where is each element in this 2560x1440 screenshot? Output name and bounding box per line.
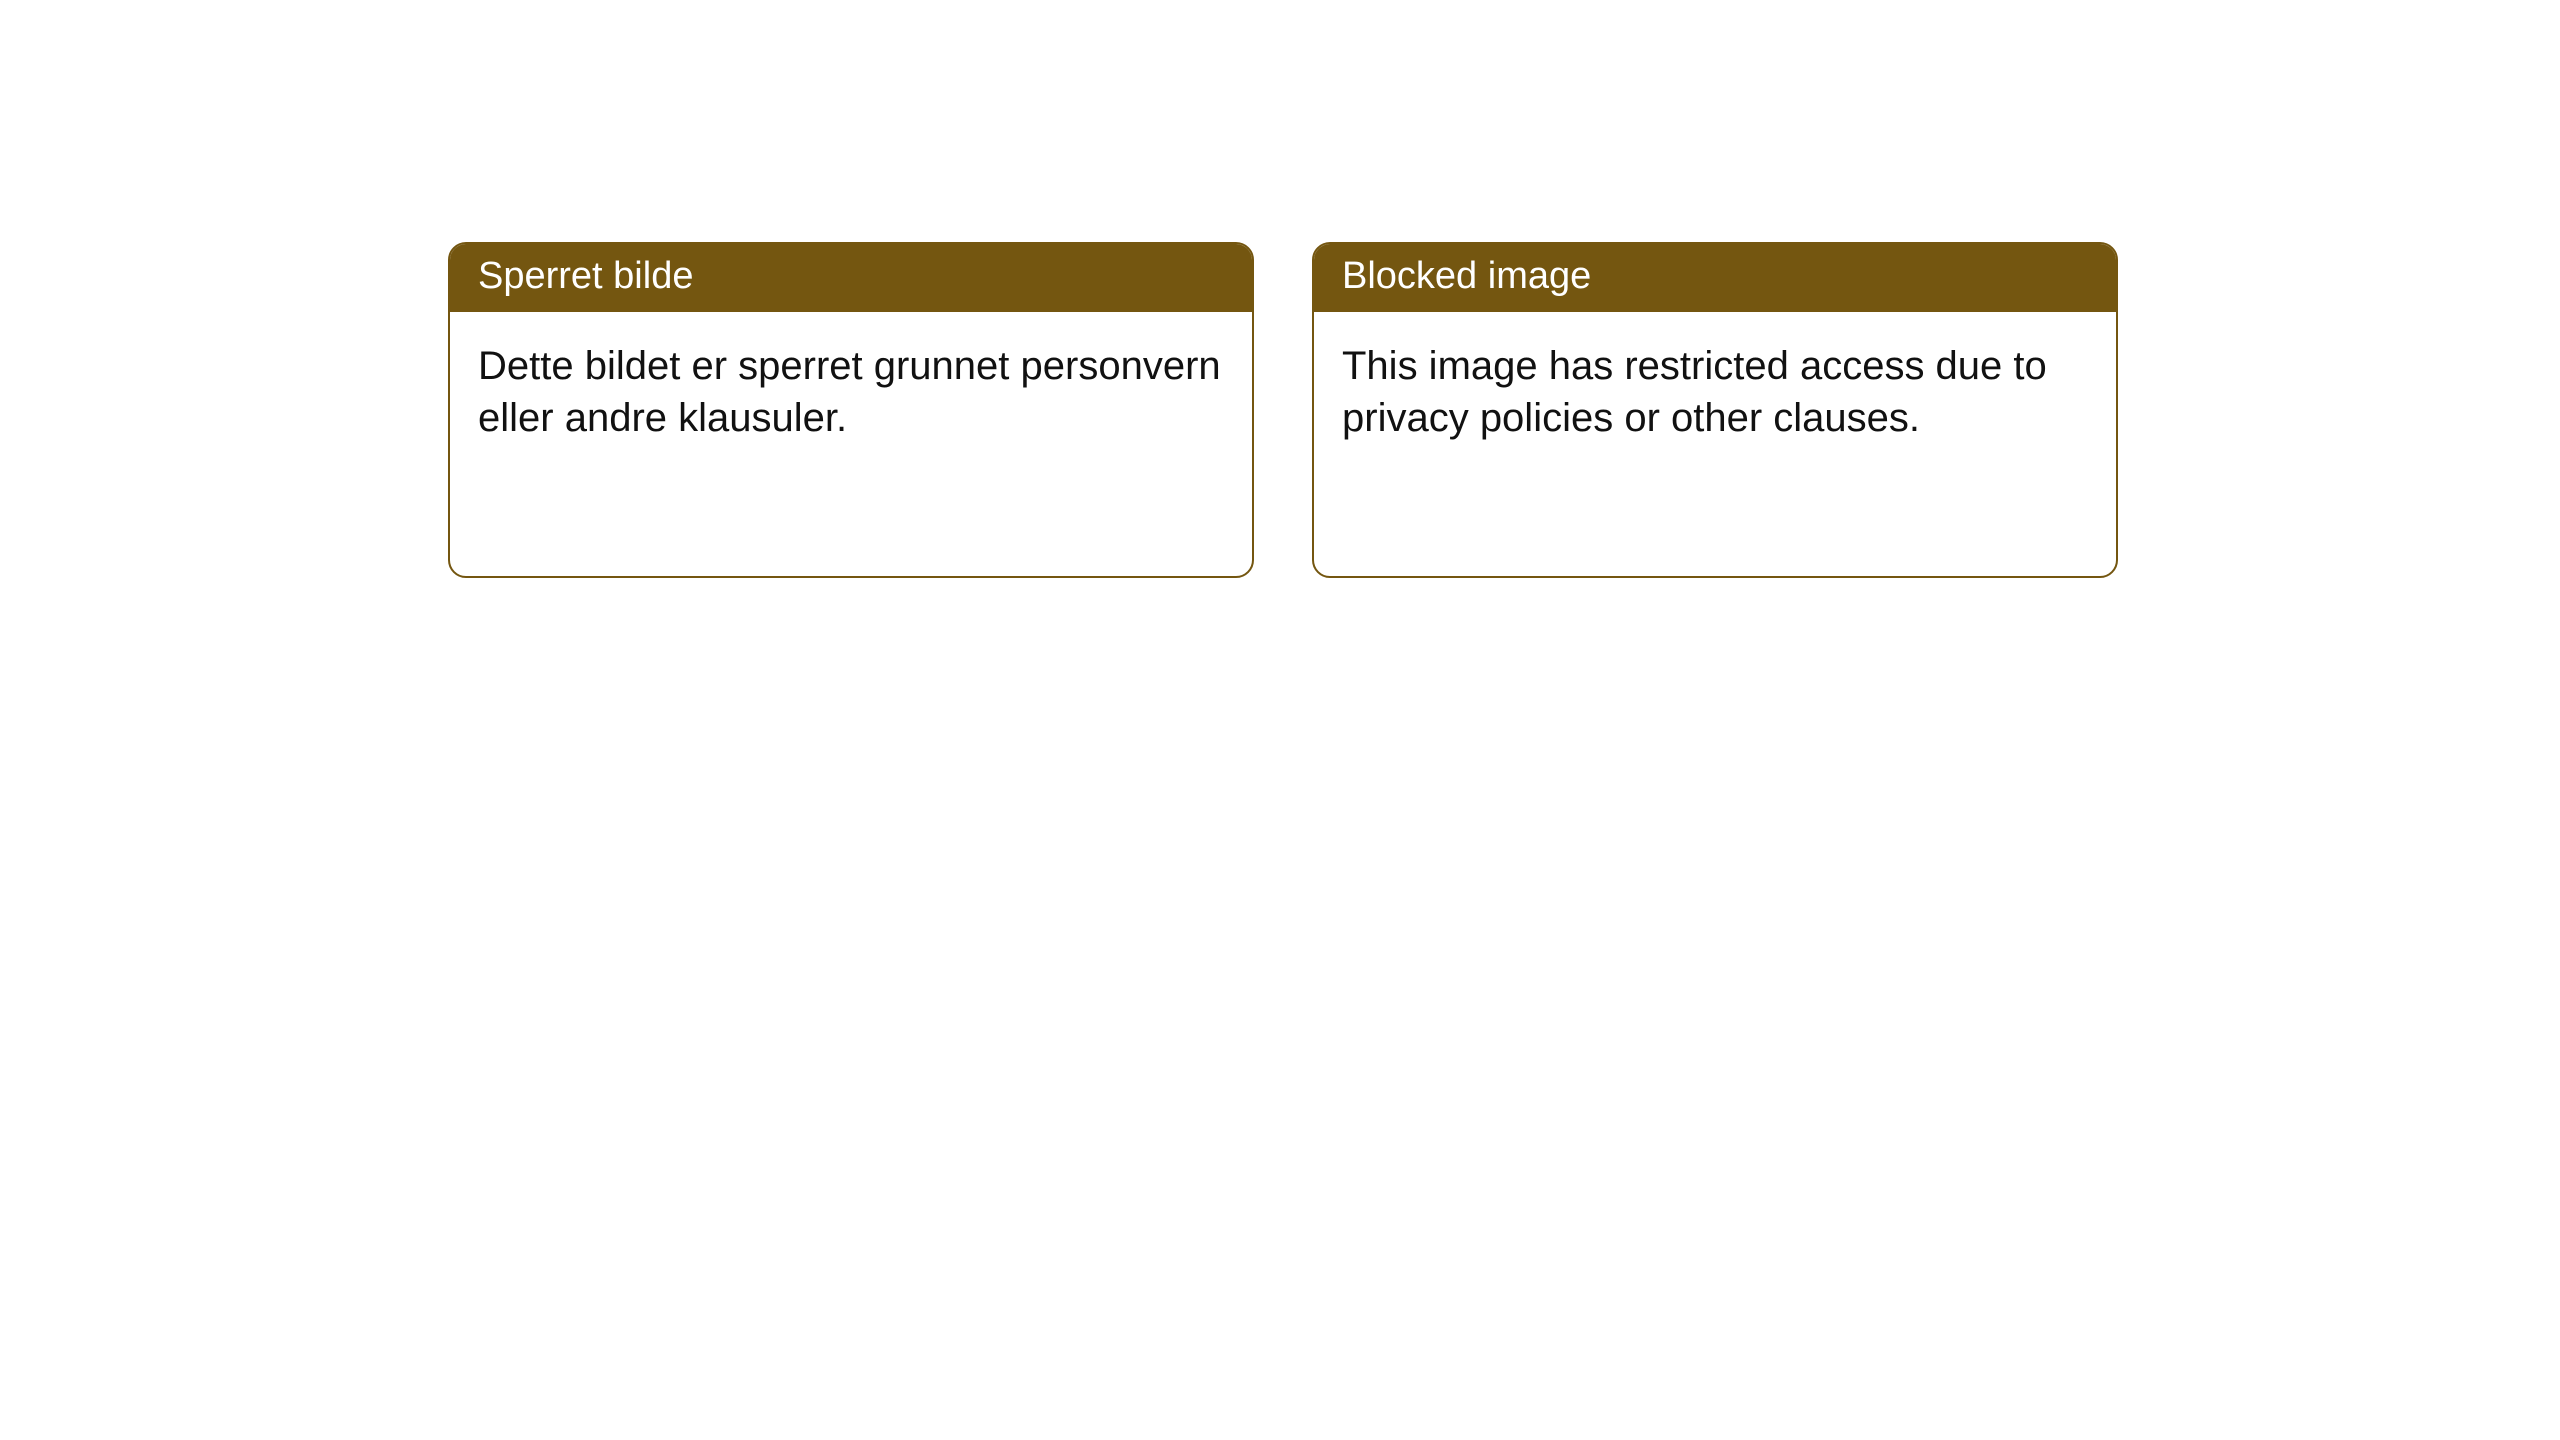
notice-card-norwegian: Sperret bilde Dette bildet er sperret gr… xyxy=(448,242,1254,578)
notice-card-header: Sperret bilde xyxy=(450,244,1252,312)
notice-card-body: Dette bildet er sperret grunnet personve… xyxy=(450,312,1252,472)
notice-container: Sperret bilde Dette bildet er sperret gr… xyxy=(448,242,2118,578)
notice-card-header: Blocked image xyxy=(1314,244,2116,312)
notice-card-english: Blocked image This image has restricted … xyxy=(1312,242,2118,578)
notice-card-body: This image has restricted access due to … xyxy=(1314,312,2116,472)
